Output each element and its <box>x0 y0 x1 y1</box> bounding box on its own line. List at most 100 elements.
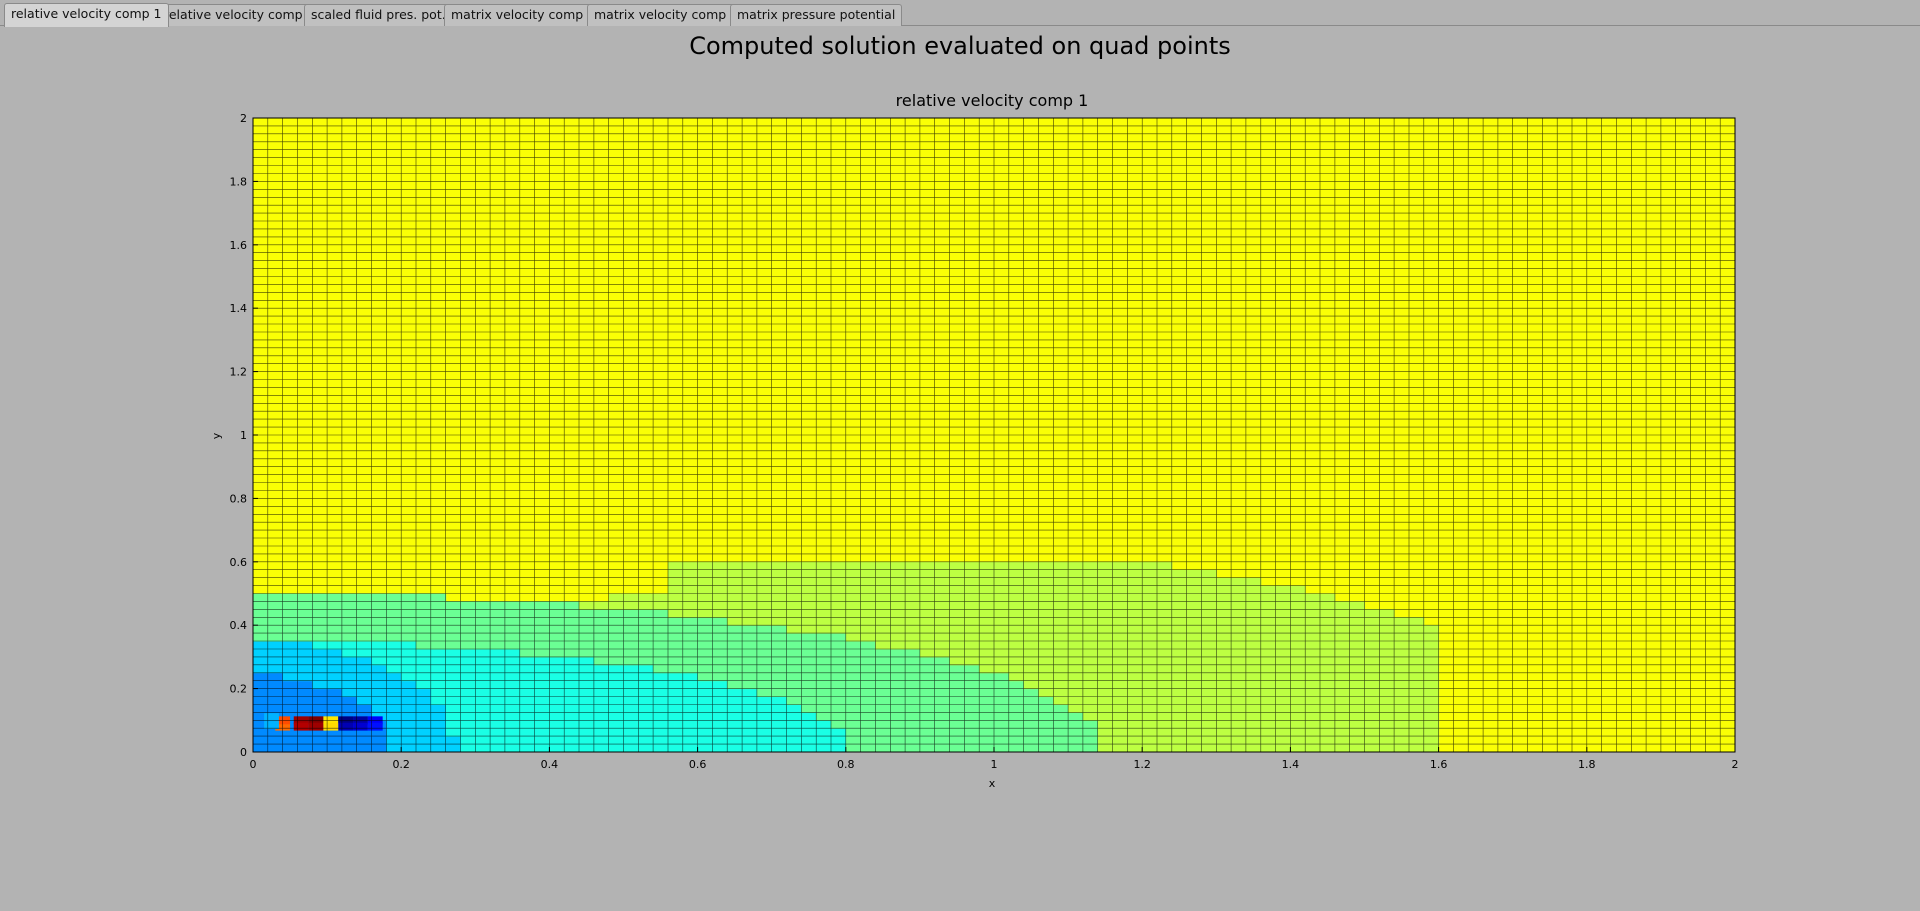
heatmap-cell <box>653 736 669 745</box>
heatmap-cell <box>905 712 921 721</box>
heatmap-cell <box>1053 641 1069 650</box>
heatmap-cell <box>386 656 402 666</box>
y-tick-label: 1.4 <box>230 302 248 315</box>
heatmap-cell <box>504 641 521 650</box>
heatmap-cell <box>1023 569 1039 579</box>
heatmap-cell <box>282 696 298 705</box>
heatmap-cell <box>297 696 313 705</box>
heatmap-cell <box>1349 648 1365 658</box>
heatmap-cell <box>890 625 906 634</box>
heatmap-cell <box>1038 680 1054 690</box>
heatmap-cell <box>727 672 743 682</box>
heatmap-cell <box>341 641 358 650</box>
heatmap-cell <box>327 593 343 602</box>
heatmap-cell <box>934 633 951 642</box>
heatmap-cell <box>801 688 817 698</box>
heatmap-cell <box>697 672 713 682</box>
heatmap-cell <box>534 609 550 618</box>
heatmap-cell <box>1171 680 1188 690</box>
heatmap-cell <box>1023 744 1039 753</box>
heatmap-cell <box>1408 617 1425 626</box>
tab-relative-velocity-comp-2[interactable]: relative velocity comp 2 <box>157 4 322 26</box>
heatmap-cell <box>979 704 995 713</box>
y-tick-label: 0.2 <box>230 683 248 696</box>
heatmap-cell <box>460 688 476 698</box>
heatmap-cell <box>1231 625 1247 634</box>
heatmap-cell <box>786 664 802 674</box>
heatmap-cell <box>712 601 728 610</box>
heatmap-cell <box>860 625 876 634</box>
heatmap-cell <box>460 601 476 610</box>
heatmap-cell <box>534 656 550 666</box>
heatmap-cell <box>401 720 417 729</box>
heatmap-cell <box>638 656 654 666</box>
heatmap-cell <box>905 569 921 579</box>
heatmap-cell <box>1349 744 1365 753</box>
heatmap-cell <box>1290 672 1306 682</box>
heatmap-cell <box>1231 672 1247 682</box>
heatmap-cell <box>1423 736 1440 745</box>
heatmap-cell <box>1068 585 1084 594</box>
heatmap-cell <box>327 688 343 698</box>
heatmap-cell <box>1245 744 1262 753</box>
heatmap-cell <box>1142 641 1158 650</box>
heatmap-cell <box>386 617 402 626</box>
heatmap-cell <box>549 656 565 666</box>
heatmap-cell <box>386 712 402 721</box>
heatmap-cell <box>786 569 802 579</box>
heatmap-cell <box>297 625 313 634</box>
heatmap-cell <box>1097 609 1114 618</box>
heatmap-cell <box>994 625 1010 634</box>
tab-matrix-velocity-comp-2[interactable]: matrix velocity comp 2 <box>587 4 746 26</box>
heatmap-cell <box>1260 680 1277 690</box>
heatmap-cell <box>519 712 536 721</box>
tab-relative-velocity-comp-1[interactable]: relative velocity comp 1 <box>4 3 169 27</box>
heatmap-cell <box>608 728 624 737</box>
heatmap-cell <box>1112 617 1128 626</box>
heatmap-cell <box>386 625 402 634</box>
heatmap-cell <box>1186 593 1202 602</box>
heatmap-cell <box>1142 704 1158 713</box>
heatmap-cell <box>1186 672 1202 682</box>
heatmap-cell <box>1290 704 1306 713</box>
heatmap-cell <box>949 720 965 729</box>
heatmap-cell <box>964 720 980 729</box>
heatmap-cell <box>1231 744 1247 753</box>
heatmap-cell <box>1320 704 1336 713</box>
heatmap-cell <box>519 736 536 745</box>
heatmap-cell <box>445 617 461 626</box>
heatmap-cell <box>519 664 536 674</box>
heatmap-cell <box>1231 633 1247 642</box>
heatmap-cell <box>1112 664 1128 674</box>
heatmap-cell <box>1394 633 1410 642</box>
tab-matrix-pressure-potential[interactable]: matrix pressure potential <box>730 4 903 26</box>
heatmap-cell <box>1231 577 1247 587</box>
heatmap-cell <box>1364 728 1380 737</box>
heatmap-cell <box>1364 712 1380 721</box>
heatmap-cell <box>253 648 269 658</box>
heatmap-cell <box>341 656 358 666</box>
heatmap-cell <box>682 672 699 682</box>
heatmap-cell <box>445 696 461 705</box>
tab-matrix-velocity-comp-1[interactable]: matrix velocity comp 1 <box>444 4 603 26</box>
heatmap-cell <box>890 736 906 745</box>
heatmap-cell <box>1408 688 1425 698</box>
heatmap-cell <box>1038 641 1054 650</box>
heatmap-cell <box>1157 625 1173 634</box>
heatmap-cell <box>845 656 862 666</box>
heatmap-cell <box>267 744 284 753</box>
x-tick-label: 2 <box>1732 758 1739 771</box>
heatmap-cell <box>653 625 669 634</box>
heatmap-cell <box>490 680 506 690</box>
heatmap-cell <box>1245 641 1262 650</box>
heatmap-cell <box>801 672 817 682</box>
heatmap-cell <box>1157 641 1173 650</box>
heatmap-cell <box>1364 680 1380 690</box>
heatmap-cell <box>1142 625 1158 634</box>
heatmap-cell <box>1305 617 1321 626</box>
heatmap-cell <box>919 601 936 610</box>
heatmap-cell <box>816 609 832 618</box>
heatmap-cell <box>1290 593 1306 602</box>
heatmap-cell <box>1290 744 1306 753</box>
heatmap-cell <box>949 585 965 594</box>
